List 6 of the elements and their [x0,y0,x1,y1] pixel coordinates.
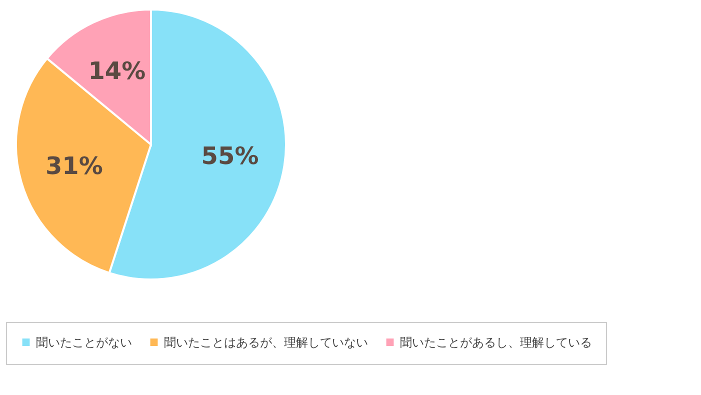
legend-label: 聞いたことがあるし、理解している [400,335,592,350]
legend-label: 聞いたことはあるが、理解していない [164,335,368,350]
data-label: 55% [201,142,259,170]
data-label: 31% [45,152,103,180]
legend-label: 聞いたことがない [36,335,132,350]
data-label: 14% [88,57,146,86]
